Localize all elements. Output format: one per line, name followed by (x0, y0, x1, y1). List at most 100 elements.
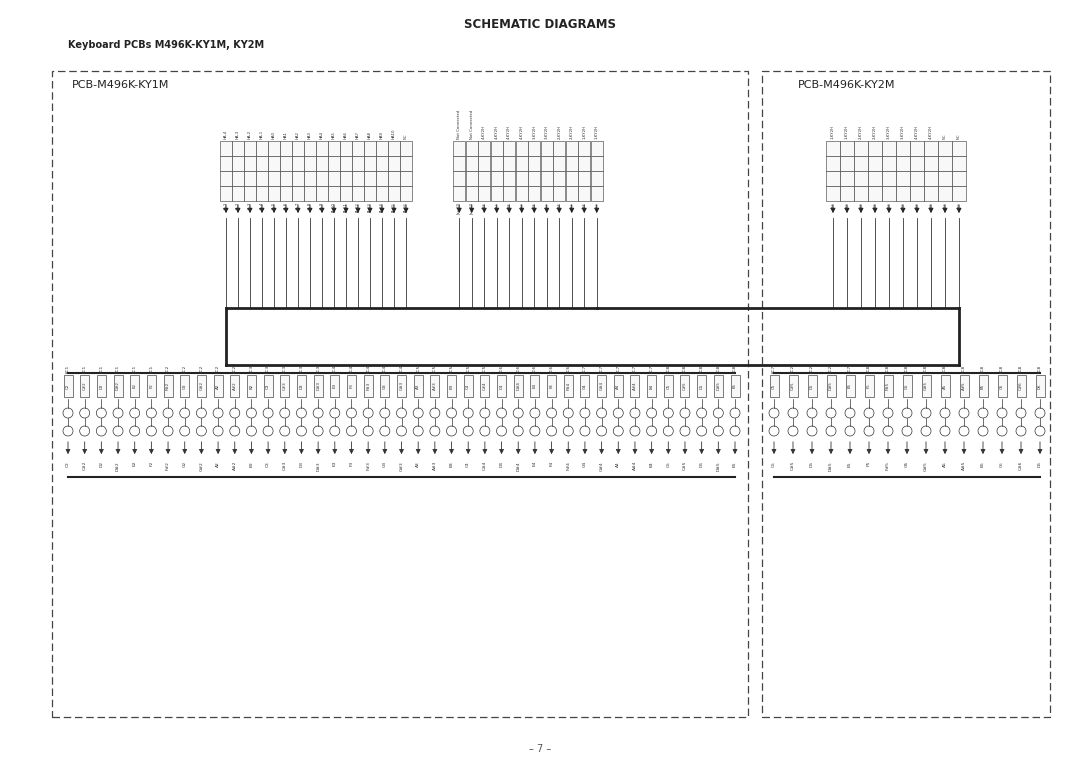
Bar (220, 186, 232, 201)
Bar (180, 375, 189, 397)
Text: G#2: G#2 (200, 461, 203, 471)
Bar (541, 172, 553, 185)
Bar (826, 172, 840, 185)
Bar (281, 186, 292, 201)
Text: G#2: G#2 (200, 382, 203, 391)
Text: KC4: KC4 (366, 365, 370, 373)
Text: Jac: Jac (508, 203, 511, 208)
Text: Jac: Jac (519, 203, 524, 208)
Text: B5: B5 (981, 461, 985, 467)
Text: A5: A5 (943, 383, 947, 388)
Bar (854, 156, 867, 171)
Text: KC6: KC6 (566, 365, 570, 373)
Text: B4: B4 (650, 383, 653, 388)
Text: JA-16: JA-16 (404, 203, 408, 213)
Bar (953, 156, 966, 171)
Bar (541, 141, 553, 156)
Text: C#5: C#5 (683, 382, 687, 391)
Text: G4: G4 (583, 461, 586, 467)
Bar (64, 375, 72, 397)
Bar (924, 141, 937, 156)
Text: KC5: KC5 (449, 365, 454, 373)
Text: JA-11: JA-11 (345, 203, 348, 213)
Bar (268, 141, 280, 156)
Bar (1036, 375, 1044, 397)
Text: JA-13: JA-13 (368, 203, 372, 213)
Text: KC7: KC7 (650, 365, 653, 373)
Text: 2-KY2H: 2-KY2H (570, 125, 573, 139)
Text: KC3: KC3 (283, 365, 287, 373)
Text: Jac-10: Jac-10 (470, 203, 474, 215)
Bar (910, 172, 923, 185)
Text: E5: E5 (848, 461, 852, 467)
Bar (163, 375, 173, 397)
Text: A#5: A#5 (962, 382, 966, 391)
Text: B2: B2 (249, 383, 254, 388)
Text: A2: A2 (216, 461, 220, 467)
Text: NC: NC (957, 134, 961, 139)
Bar (197, 375, 206, 397)
Text: KC8: KC8 (666, 365, 671, 373)
Bar (808, 375, 816, 397)
Text: B3: B3 (449, 383, 454, 388)
Bar (293, 156, 303, 171)
Text: KC7: KC7 (772, 365, 777, 373)
Text: A3: A3 (416, 461, 420, 467)
Text: D#5: D#5 (829, 382, 833, 391)
Text: F3: F3 (350, 384, 353, 388)
Bar (340, 186, 352, 201)
Text: JA-9: JA-9 (320, 203, 324, 211)
Bar (352, 141, 364, 156)
Bar (297, 375, 306, 397)
Bar (305, 172, 315, 185)
Text: F5: F5 (867, 384, 870, 388)
Text: NC: NC (404, 134, 408, 139)
Bar (293, 186, 303, 201)
Text: 1-KY2H: 1-KY2H (595, 125, 598, 139)
Text: JA-6: JA-6 (284, 203, 288, 211)
Bar (762, 71, 1050, 717)
Text: Jac: Jac (845, 203, 849, 208)
Text: D#5: D#5 (716, 382, 720, 391)
Bar (541, 156, 553, 171)
Bar (463, 375, 473, 397)
Bar (397, 375, 406, 397)
Bar (454, 141, 465, 156)
Text: KC2: KC2 (829, 365, 833, 373)
Text: Jac: Jac (901, 203, 905, 208)
Text: Jac: Jac (544, 203, 549, 208)
Bar (293, 172, 303, 185)
Bar (698, 375, 706, 397)
Text: Jac: Jac (483, 203, 486, 208)
Bar (401, 141, 411, 156)
Bar (220, 141, 232, 156)
Bar (380, 375, 389, 397)
Bar (896, 172, 909, 185)
Bar (566, 141, 578, 156)
Text: KC7: KC7 (848, 365, 852, 373)
Bar (454, 186, 465, 201)
Bar (597, 375, 606, 397)
Text: 4-KY2H: 4-KY2H (495, 125, 499, 139)
Text: F2: F2 (149, 384, 153, 388)
Bar (256, 156, 268, 171)
Bar (840, 141, 853, 156)
Bar (613, 375, 623, 397)
Bar (868, 172, 881, 185)
Bar (882, 186, 895, 201)
Text: JA-15: JA-15 (392, 203, 396, 213)
Text: Jac: Jac (532, 203, 537, 208)
Bar (882, 172, 895, 185)
Bar (478, 172, 490, 185)
Text: E4: E4 (532, 384, 537, 388)
Bar (364, 172, 376, 185)
Bar (503, 172, 515, 185)
Bar (516, 141, 528, 156)
Bar (882, 156, 895, 171)
Bar (868, 141, 881, 156)
Bar (376, 156, 388, 171)
Bar (316, 172, 327, 185)
Bar (516, 186, 528, 201)
Text: G5: G5 (905, 461, 909, 467)
Bar (281, 141, 292, 156)
